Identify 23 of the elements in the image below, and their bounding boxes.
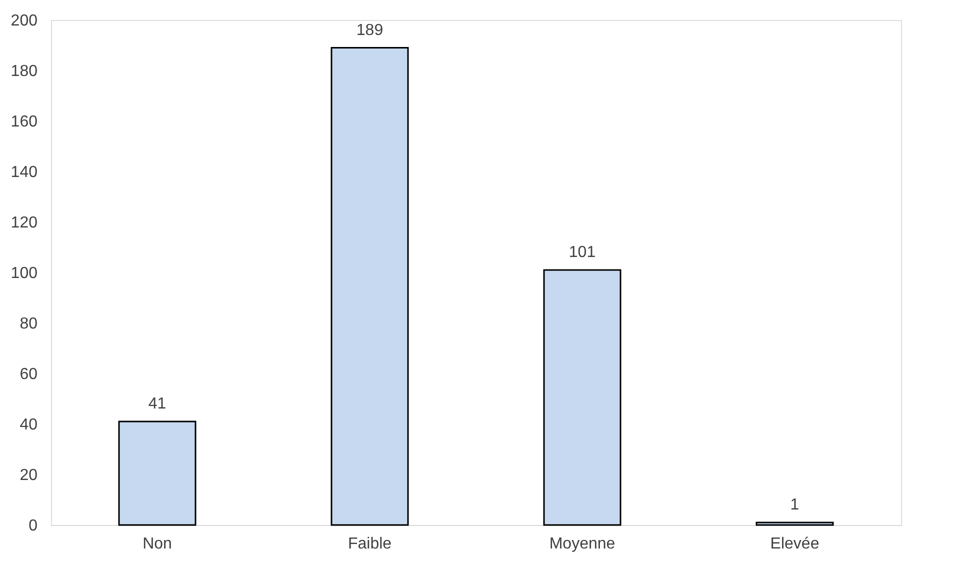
x-tick-label: Moyenne [549, 536, 616, 552]
y-tick-label: 20 [20, 467, 38, 484]
y-tick-label: 180 [10, 63, 38, 80]
bar [118, 420, 196, 526]
y-tick-label: 60 [20, 366, 38, 383]
x-tick-label: Non [142, 536, 172, 552]
x-tick-label: Elevée [770, 536, 820, 552]
data-label: 41 [148, 395, 166, 412]
y-tick-label: 140 [10, 164, 38, 181]
data-label: 1 [790, 496, 800, 514]
y-tick-label: 160 [10, 114, 38, 130]
x-tick-label: Faible [348, 536, 392, 552]
y-tick-label: 100 [10, 265, 38, 282]
bar [330, 47, 409, 526]
y-tick-label: 200 [10, 12, 38, 30]
data-label: 189 [356, 22, 384, 39]
y-tick-label: 80 [20, 316, 38, 332]
data-label: 101 [568, 244, 596, 261]
bar [543, 269, 622, 526]
y-tick-label: 120 [10, 214, 38, 232]
y-tick-label: 40 [20, 416, 38, 434]
bar [756, 522, 834, 526]
y-tick-label: 0 [28, 518, 38, 534]
